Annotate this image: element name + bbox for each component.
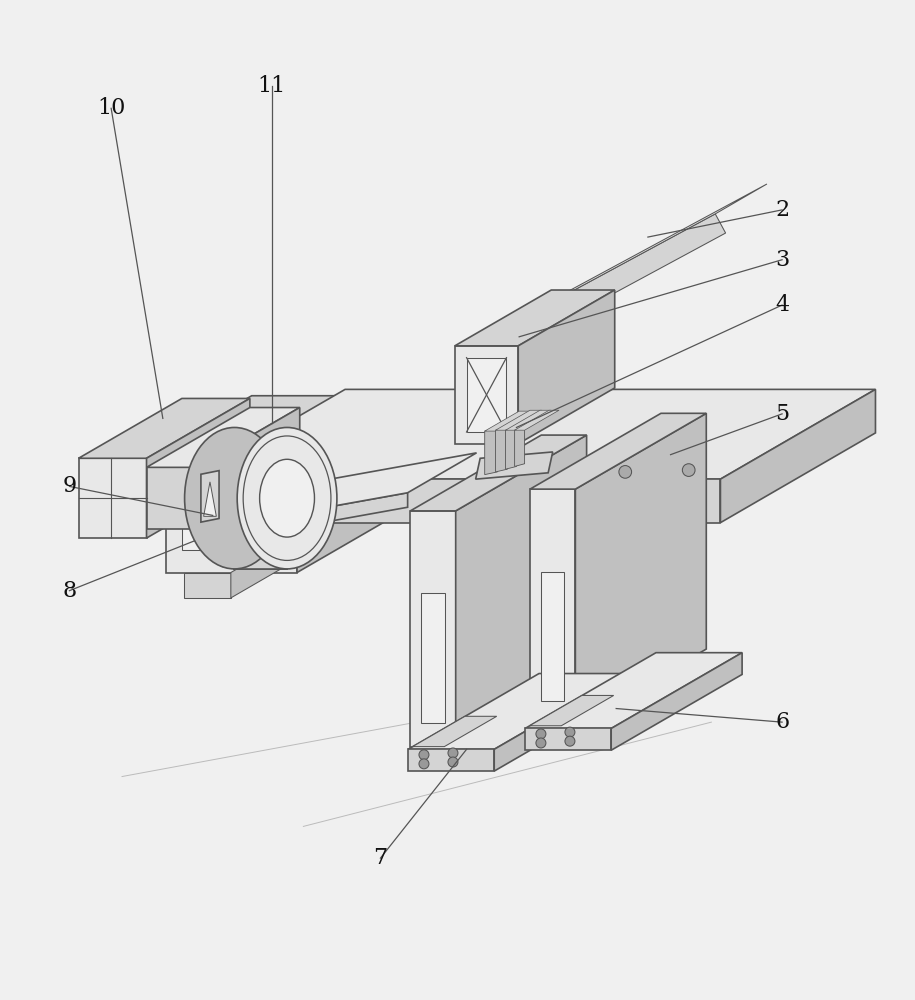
Text: 3: 3 [775, 249, 790, 271]
Polygon shape [506, 427, 516, 469]
Polygon shape [182, 473, 277, 550]
Text: 5: 5 [775, 403, 789, 425]
Circle shape [448, 748, 458, 758]
Polygon shape [413, 716, 497, 747]
Polygon shape [184, 573, 231, 598]
Polygon shape [456, 435, 587, 747]
Polygon shape [514, 410, 559, 430]
Polygon shape [576, 413, 706, 725]
Polygon shape [496, 427, 507, 472]
Polygon shape [297, 396, 383, 573]
Polygon shape [541, 572, 565, 701]
Polygon shape [256, 493, 408, 534]
Polygon shape [489, 214, 726, 355]
Circle shape [536, 729, 546, 739]
Text: 6: 6 [775, 711, 789, 733]
Polygon shape [256, 453, 477, 520]
Circle shape [219, 556, 230, 567]
Polygon shape [467, 358, 507, 432]
Polygon shape [408, 674, 625, 749]
Polygon shape [166, 446, 297, 573]
Text: 9: 9 [62, 475, 77, 497]
Circle shape [619, 466, 631, 478]
Polygon shape [530, 413, 706, 489]
Polygon shape [455, 290, 615, 346]
Circle shape [419, 759, 429, 769]
Polygon shape [506, 410, 551, 430]
Ellipse shape [237, 427, 337, 569]
Polygon shape [494, 674, 625, 771]
Text: 11: 11 [257, 75, 285, 97]
Polygon shape [197, 408, 300, 529]
Circle shape [565, 727, 575, 737]
Polygon shape [518, 290, 615, 444]
Polygon shape [525, 728, 611, 750]
Polygon shape [204, 482, 216, 516]
Circle shape [419, 750, 429, 760]
Polygon shape [489, 184, 767, 336]
Circle shape [683, 464, 695, 476]
Circle shape [565, 736, 575, 746]
Polygon shape [79, 458, 146, 538]
Polygon shape [530, 489, 576, 725]
Polygon shape [485, 428, 498, 475]
Polygon shape [496, 410, 542, 430]
Polygon shape [514, 427, 524, 466]
Polygon shape [476, 452, 553, 479]
Polygon shape [166, 396, 383, 446]
Polygon shape [530, 695, 614, 726]
Polygon shape [190, 479, 720, 523]
Polygon shape [146, 467, 197, 529]
Text: 8: 8 [62, 580, 77, 602]
Polygon shape [455, 346, 518, 444]
Polygon shape [79, 398, 250, 458]
Polygon shape [146, 408, 300, 467]
Polygon shape [410, 435, 587, 511]
Polygon shape [525, 653, 742, 728]
Polygon shape [421, 593, 445, 723]
Text: 10: 10 [97, 97, 125, 119]
Circle shape [448, 757, 458, 767]
Polygon shape [231, 543, 283, 598]
Polygon shape [720, 389, 876, 523]
Text: 4: 4 [775, 294, 789, 316]
Polygon shape [485, 411, 532, 431]
Ellipse shape [260, 459, 315, 537]
Ellipse shape [185, 427, 285, 569]
Text: 2: 2 [775, 199, 789, 221]
Polygon shape [408, 749, 494, 771]
Polygon shape [611, 653, 742, 750]
Polygon shape [201, 471, 219, 522]
Circle shape [536, 738, 546, 748]
Text: 7: 7 [373, 847, 387, 869]
Polygon shape [146, 398, 250, 538]
Polygon shape [410, 511, 456, 747]
Polygon shape [234, 427, 287, 569]
Polygon shape [190, 389, 876, 479]
